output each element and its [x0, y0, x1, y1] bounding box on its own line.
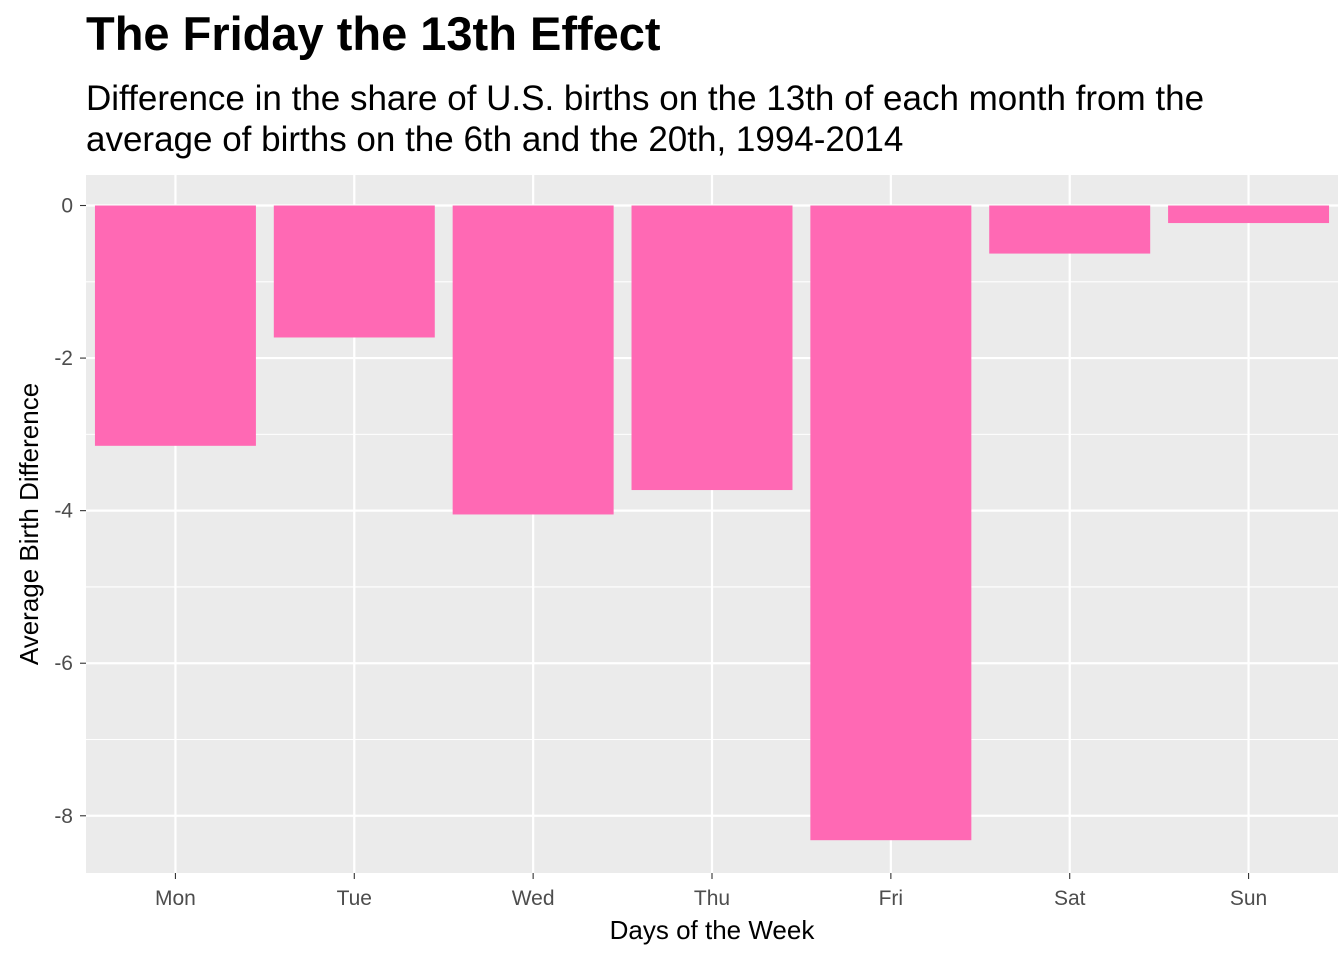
y-tick-label: -4 — [54, 500, 73, 523]
bar-mon — [94, 205, 256, 446]
bar-sat — [989, 205, 1151, 254]
y-axis-title: Average Birth Difference — [14, 383, 44, 665]
x-tick-label: Mon — [155, 887, 196, 910]
x-axis-title: Days of the Week — [610, 915, 816, 945]
bar-fri — [810, 205, 972, 841]
y-axis-ticks: 0 -2 -4 -6 -8 — [54, 195, 86, 828]
chart-subtitle: Difference in the share of U.S. births o… — [86, 79, 1205, 159]
x-tick-label: Wed — [512, 887, 555, 910]
y-tick-label: -6 — [54, 652, 73, 675]
bar-wed — [452, 205, 614, 515]
y-tick-label: -8 — [54, 805, 73, 828]
x-tick-label: Sat — [1054, 887, 1086, 910]
x-axis-ticks: Mon Tue Wed Thu Fri Sat Sun — [155, 873, 1267, 910]
bars — [94, 205, 1330, 841]
x-tick-label: Thu — [694, 887, 730, 910]
chart-title: The Friday the 13th Effect — [86, 7, 661, 60]
x-tick-label: Fri — [879, 887, 904, 910]
bar-thu — [631, 205, 793, 491]
y-tick-label: -2 — [54, 347, 73, 370]
x-tick-label: Sun — [1230, 887, 1267, 910]
bar-tue — [273, 205, 435, 338]
y-tick-label: 0 — [61, 195, 73, 218]
bar-sun — [1168, 205, 1330, 224]
x-tick-label: Tue — [337, 887, 372, 910]
